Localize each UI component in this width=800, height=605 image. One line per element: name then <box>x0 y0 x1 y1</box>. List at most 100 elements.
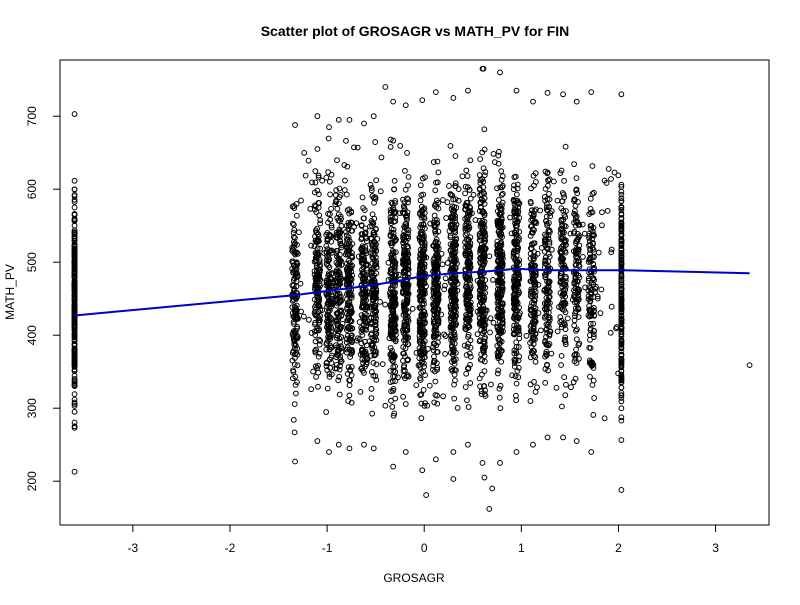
data-point <box>368 187 375 194</box>
data-point <box>546 268 552 275</box>
data-point <box>512 358 518 365</box>
data-point <box>335 377 342 384</box>
data-point <box>369 193 376 199</box>
data-point <box>463 320 470 327</box>
data-point <box>368 386 375 392</box>
data-point <box>572 278 579 285</box>
data-point <box>447 302 454 309</box>
data-point <box>334 271 341 278</box>
data-point <box>382 402 389 409</box>
data-point <box>590 331 597 338</box>
data-point <box>448 315 455 322</box>
data-point <box>317 220 324 227</box>
data-point <box>586 242 592 249</box>
data-point <box>462 239 468 246</box>
data-point <box>497 223 504 230</box>
data-point <box>535 281 542 288</box>
data-point <box>482 290 488 296</box>
data-point <box>572 275 579 281</box>
data-point <box>512 373 519 380</box>
data-point <box>548 350 555 357</box>
data-point <box>402 449 409 455</box>
data-point <box>327 320 334 327</box>
data-point <box>293 263 300 269</box>
data-point <box>358 365 365 372</box>
data-point <box>432 89 439 96</box>
data-point <box>316 261 323 268</box>
data-point <box>514 247 521 254</box>
data-point <box>515 218 521 225</box>
data-point <box>550 178 557 185</box>
data-point <box>511 299 518 306</box>
data-point <box>494 353 501 360</box>
data-point <box>71 216 78 222</box>
data-point <box>444 199 451 206</box>
data-point <box>363 326 370 333</box>
data-point <box>308 386 315 393</box>
data-point <box>558 258 565 264</box>
data-point <box>442 333 449 339</box>
data-point <box>348 372 355 379</box>
data-point <box>386 290 393 296</box>
data-point <box>377 299 383 305</box>
data-point <box>423 254 430 261</box>
data-point <box>608 246 615 253</box>
data-point <box>326 449 332 455</box>
data-point <box>433 360 440 367</box>
data-point <box>431 202 438 209</box>
data-point <box>611 169 618 176</box>
data-point <box>292 458 298 465</box>
data-point <box>455 197 462 204</box>
data-point <box>548 246 555 253</box>
data-point <box>333 362 340 368</box>
data-point <box>571 352 578 359</box>
data-point <box>450 196 457 203</box>
data-point <box>476 185 483 192</box>
data-point <box>481 126 488 133</box>
data-point <box>494 251 501 258</box>
data-point <box>604 207 611 214</box>
data-point <box>325 135 332 142</box>
data-point <box>373 330 380 337</box>
data-point <box>531 297 538 304</box>
data-point <box>498 176 505 183</box>
data-point <box>618 195 625 202</box>
data-point <box>499 190 506 197</box>
data-point <box>405 199 411 206</box>
data-point <box>343 339 350 346</box>
y-tick-label: 400 <box>25 325 39 345</box>
data-point <box>481 340 488 347</box>
data-point <box>542 258 549 265</box>
data-point <box>564 315 571 322</box>
data-point <box>317 245 324 252</box>
data-point <box>390 412 397 419</box>
data-point <box>401 367 408 374</box>
data-point <box>71 235 78 242</box>
data-point <box>71 301 78 308</box>
data-point <box>590 246 597 253</box>
data-point <box>291 303 298 310</box>
data-point <box>466 306 473 312</box>
data-point <box>531 320 538 327</box>
data-point <box>334 205 341 212</box>
data-point <box>538 245 545 251</box>
data-point <box>618 191 625 198</box>
data-point <box>338 216 344 222</box>
data-point <box>544 330 551 336</box>
data-point <box>534 384 540 391</box>
data-point <box>336 391 343 398</box>
data-point <box>462 384 469 390</box>
data-point <box>452 153 459 159</box>
data-point <box>542 254 549 261</box>
data-point <box>582 284 588 291</box>
data-point <box>417 392 424 399</box>
data-point <box>463 370 470 377</box>
data-point <box>324 312 331 319</box>
data-point <box>71 247 78 254</box>
data-point <box>546 294 552 301</box>
data-point <box>323 363 330 370</box>
data-point <box>513 380 520 387</box>
data-point <box>498 310 505 317</box>
data-point <box>573 351 580 358</box>
data-point <box>530 323 537 330</box>
